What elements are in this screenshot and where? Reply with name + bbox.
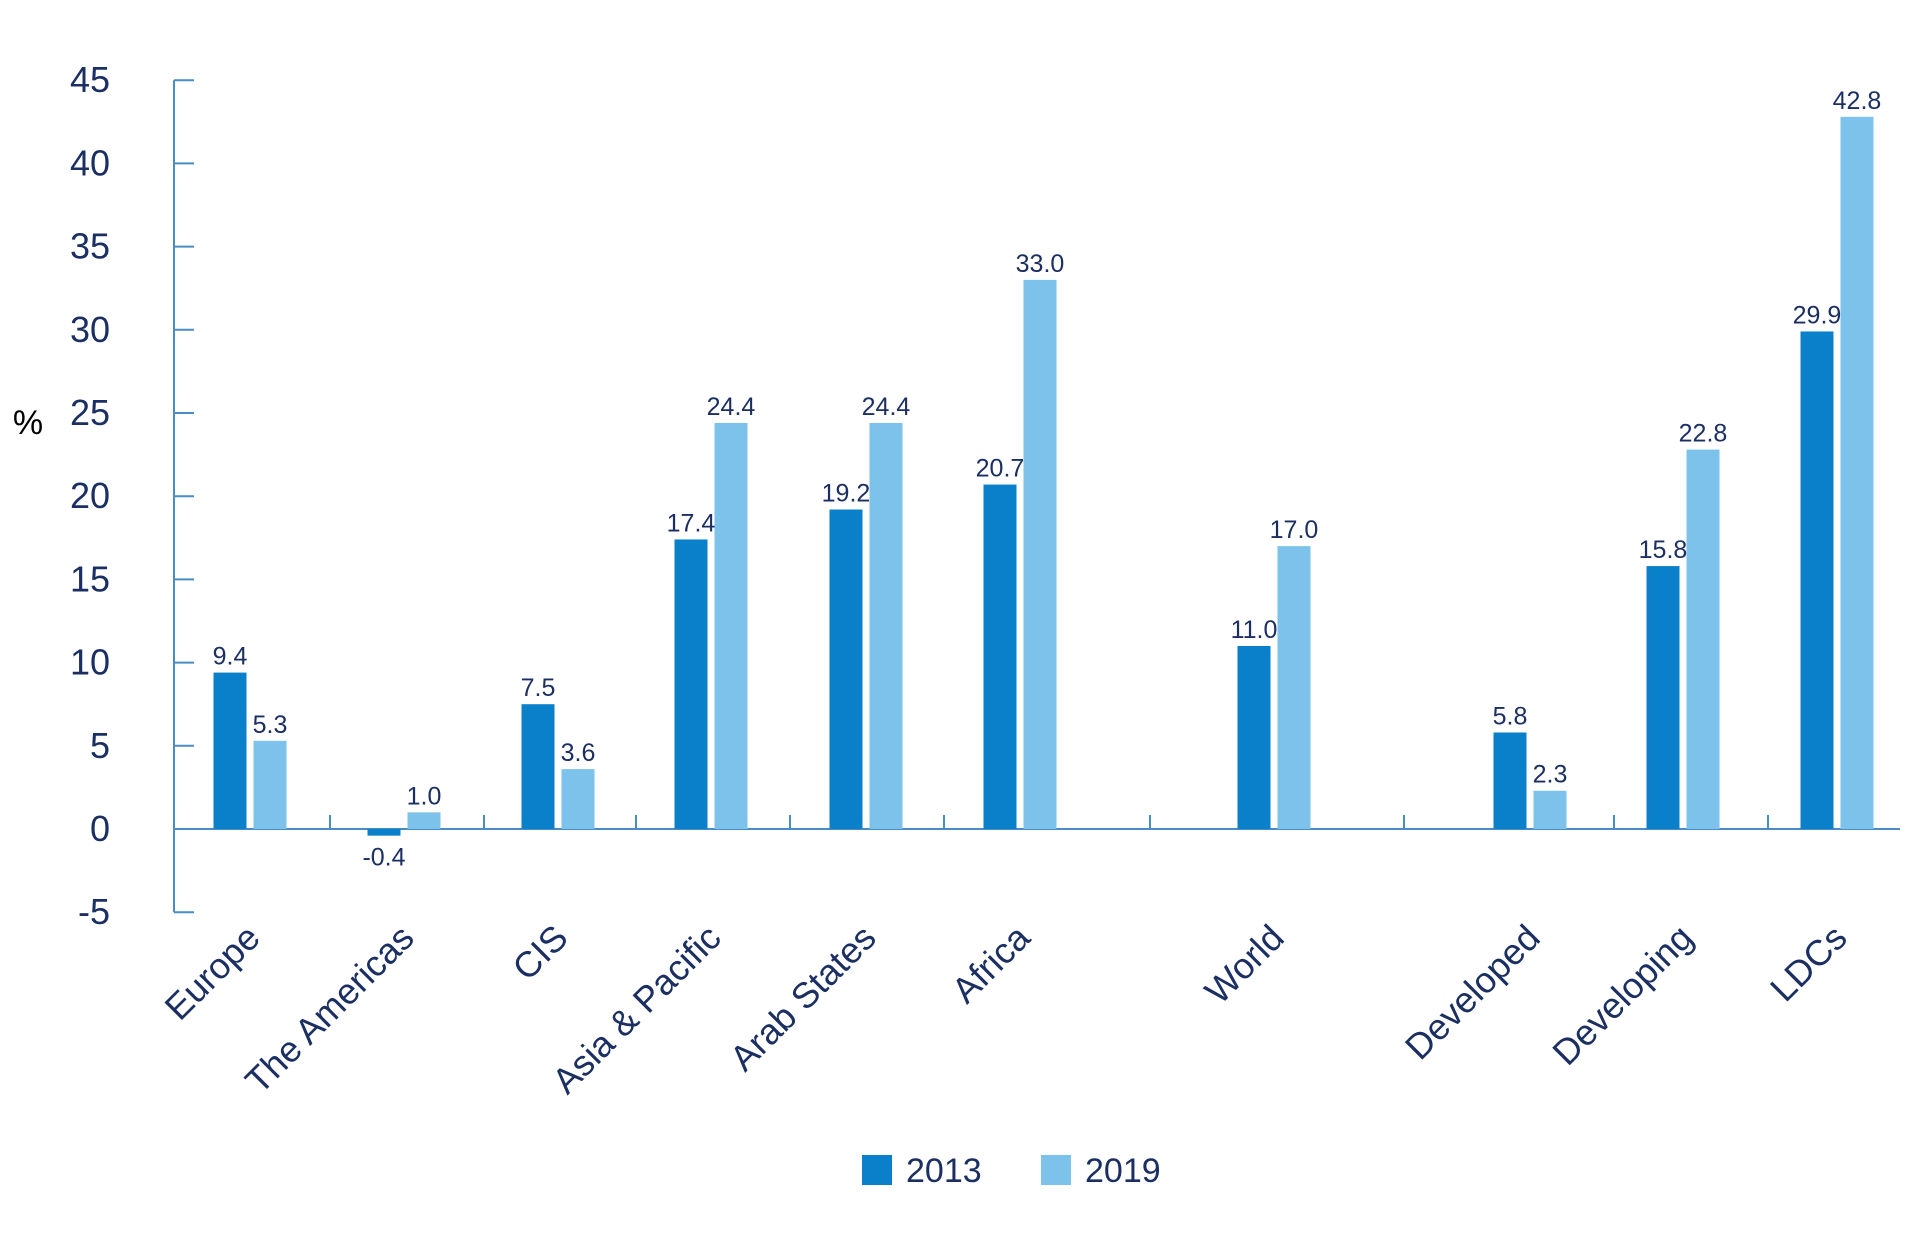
bar-2013 xyxy=(1237,645,1271,829)
data-label: 33.0 xyxy=(1016,250,1065,278)
data-label: 17.0 xyxy=(1270,516,1319,544)
category-label: LDCs xyxy=(1762,917,1855,1010)
data-label: 15.8 xyxy=(1639,536,1688,564)
bar-2019 xyxy=(1840,116,1874,830)
y-tick-label: 45 xyxy=(70,59,110,100)
bar-2013 xyxy=(1493,732,1527,829)
y-axis-label: % xyxy=(13,404,43,442)
y-tick-label: 35 xyxy=(70,226,110,267)
data-label: 22.8 xyxy=(1679,420,1728,448)
y-axis: -5 0 5 10 15 20 25 30 35 40 45 xyxy=(70,59,194,932)
y-tick-label: -5 xyxy=(78,891,110,932)
data-label: 19.2 xyxy=(822,480,871,508)
category-label: Arab States xyxy=(722,917,884,1079)
bar-2019 xyxy=(253,740,287,829)
legend-swatch-2013 xyxy=(862,1155,892,1185)
data-label: 5.3 xyxy=(253,711,288,739)
bar-2013 xyxy=(829,509,863,829)
bar-2019 xyxy=(1277,546,1311,829)
legend-label: 2019 xyxy=(1085,1152,1161,1190)
bar-2013 xyxy=(213,672,247,829)
category-label: Developing xyxy=(1544,917,1700,1073)
bar-2013 xyxy=(367,829,401,836)
y-tick-label: 0 xyxy=(90,808,110,849)
category-label: Europe xyxy=(157,917,268,1028)
data-labels: 9.4 -0.4 7.5 17.4 19.2 20.7 11.0 5.8 15.8 29.9 5.3… xyxy=(213,87,1882,872)
y-tick-label: 30 xyxy=(70,309,110,350)
category-label: CIS xyxy=(504,917,575,988)
y-tick-label: 5 xyxy=(90,725,110,766)
y-tick-label: 15 xyxy=(70,558,110,599)
y-tick-label: 10 xyxy=(70,642,110,683)
y-tick-label: 25 xyxy=(70,392,110,433)
bar-2019 xyxy=(561,769,595,829)
data-label: 29.9 xyxy=(1793,301,1842,329)
legend-swatch-2019 xyxy=(1041,1155,1071,1185)
legend-label: 2013 xyxy=(906,1152,982,1190)
bar-2019 xyxy=(1023,279,1057,829)
data-label: 11.0 xyxy=(1231,616,1278,644)
bar-2019 xyxy=(714,422,748,829)
category-label: Africa xyxy=(944,916,1039,1011)
bar-2013 xyxy=(521,704,555,829)
bar-2019 xyxy=(1533,790,1567,829)
data-label: 24.4 xyxy=(862,393,911,421)
y-tick-label: 20 xyxy=(70,475,110,516)
legend: 2013 2019 xyxy=(862,1152,1161,1190)
data-label: 24.4 xyxy=(707,393,756,421)
data-label: 17.4 xyxy=(667,509,716,537)
bar-2013 xyxy=(1800,331,1834,829)
bar-2019 xyxy=(869,422,903,829)
data-label: -0.4 xyxy=(362,844,405,872)
data-label: 5.8 xyxy=(1493,702,1528,730)
data-label: 3.6 xyxy=(561,739,596,767)
bar-2019 xyxy=(407,812,441,829)
bar-2019 xyxy=(1686,449,1720,829)
data-label: 7.5 xyxy=(521,674,556,702)
bars xyxy=(213,116,1874,836)
category-label: World xyxy=(1197,917,1292,1012)
bar-2013 xyxy=(674,539,708,829)
data-label: 2.3 xyxy=(1533,761,1568,789)
y-tick-label: 40 xyxy=(70,142,110,183)
data-label: 42.8 xyxy=(1833,87,1882,115)
bar-2013 xyxy=(1646,566,1680,829)
data-label: 9.4 xyxy=(213,643,248,671)
category-label: Developed xyxy=(1397,917,1548,1068)
data-label: 20.7 xyxy=(976,455,1025,483)
data-label: 1.0 xyxy=(407,782,442,810)
bar-2013 xyxy=(983,484,1017,829)
